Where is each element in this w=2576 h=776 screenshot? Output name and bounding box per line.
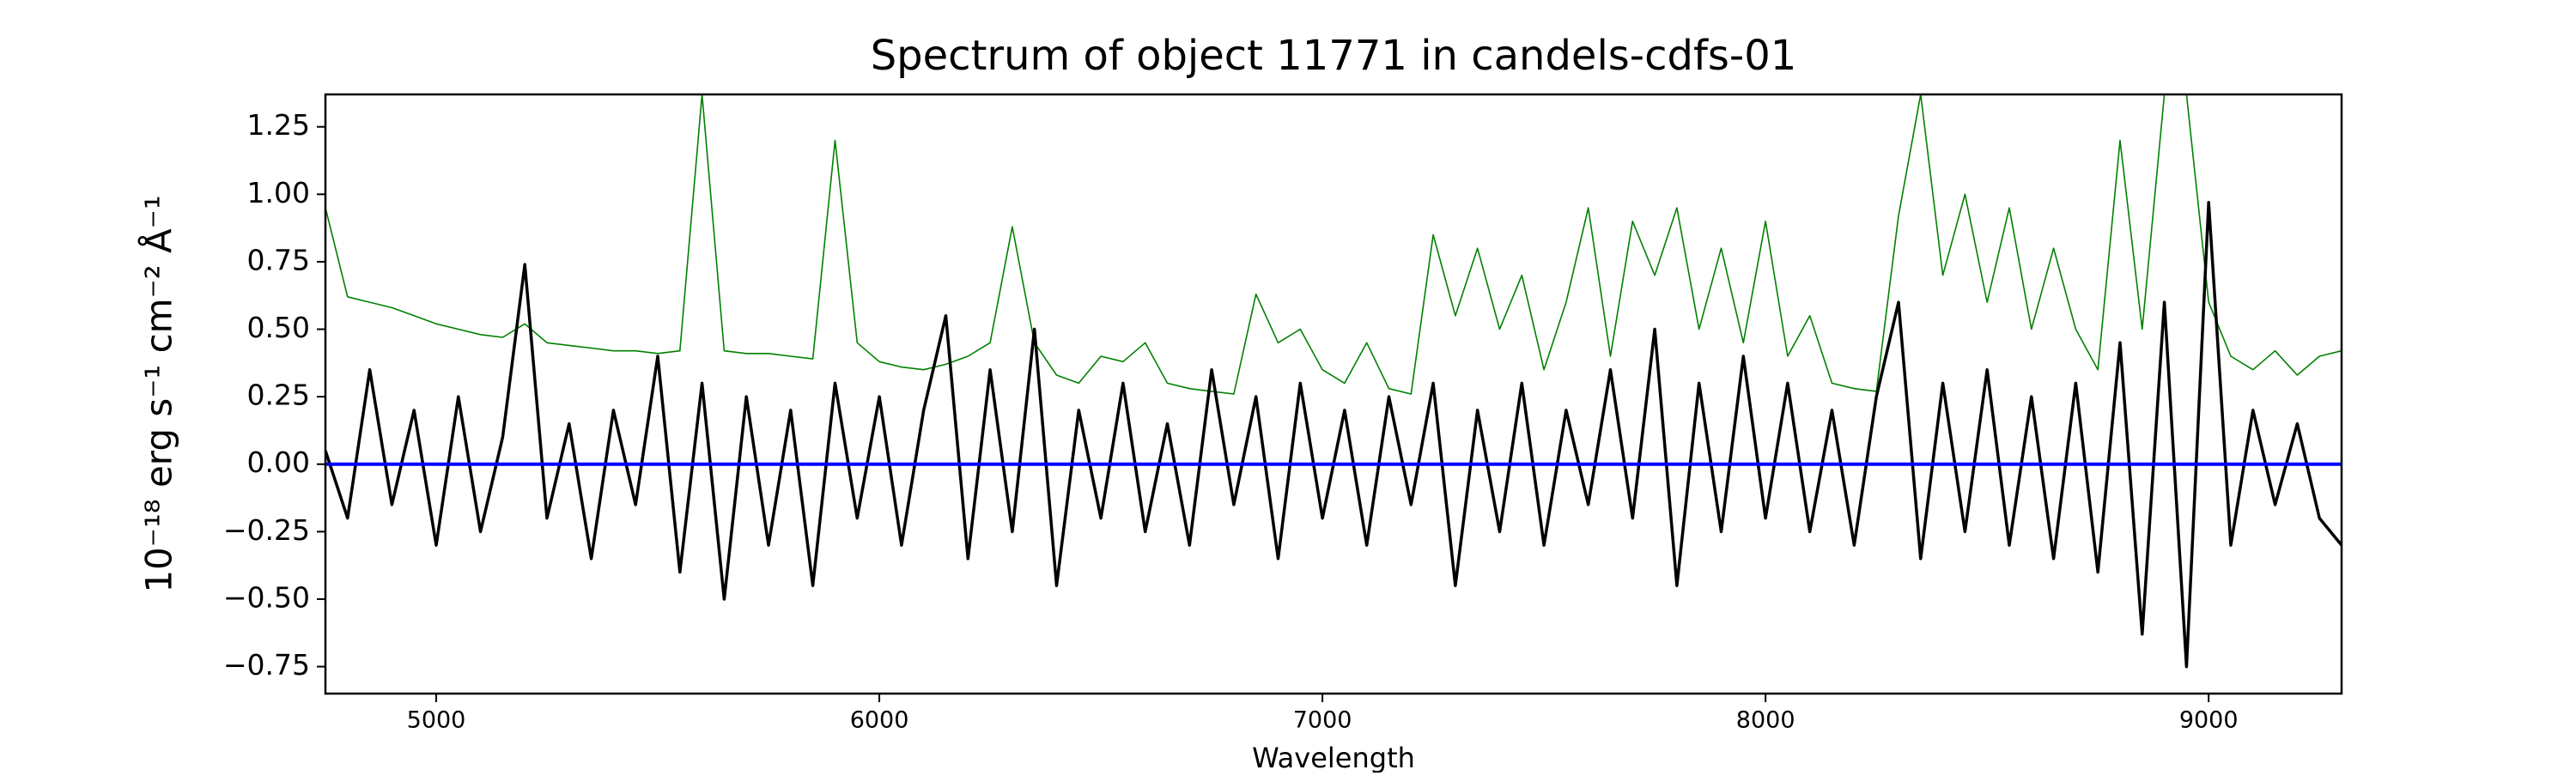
x-tick-label: 9000 <box>2179 707 2239 734</box>
plot-area <box>325 94 2342 669</box>
x-tick-label: 7000 <box>1293 707 1352 734</box>
y-tick-label: 1.25 <box>247 108 310 142</box>
x-tick-label: 6000 <box>850 707 909 734</box>
y-tick-label: −0.25 <box>223 513 310 547</box>
axes-frame <box>324 93 2343 695</box>
y-tick-label: 1.00 <box>247 176 310 209</box>
x-tick-label: 5000 <box>407 707 466 734</box>
y-tick-label: 0.50 <box>247 311 310 344</box>
y-tick-label: −0.75 <box>223 648 310 682</box>
x-tick-label: 8000 <box>1736 707 1795 734</box>
series-line <box>325 94 2342 395</box>
chart-title: Spectrum of object 11771 in candels-cdfs… <box>871 32 1797 80</box>
y-tick-label: 0.00 <box>247 446 310 479</box>
y-tick-label: −0.50 <box>223 580 310 614</box>
y-axis-label: 10⁻¹⁸ erg s⁻¹ cm⁻² Å⁻¹ <box>137 195 180 592</box>
y-tick-label: 0.25 <box>247 379 310 412</box>
y-tick-label: 0.75 <box>247 243 310 276</box>
x-axis-label: Wavelength <box>1252 742 1415 773</box>
